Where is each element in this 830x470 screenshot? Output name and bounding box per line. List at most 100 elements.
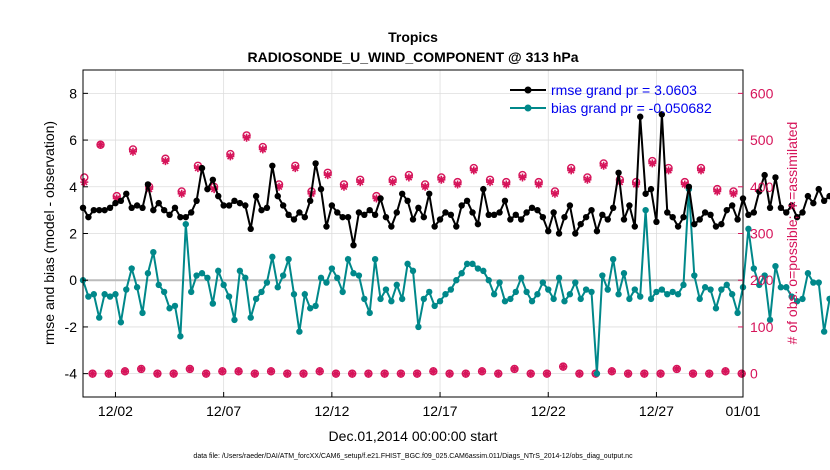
rmse-point <box>101 206 108 214</box>
rmse-point <box>415 204 422 212</box>
obs-assimilated-point <box>218 367 227 376</box>
rmse-point <box>539 213 547 221</box>
bias-point <box>436 298 444 305</box>
obs-assimilated-point <box>339 182 348 191</box>
bias-point <box>550 295 557 303</box>
bias-point <box>285 255 292 263</box>
bias-point <box>728 291 736 298</box>
bias-point <box>269 253 276 261</box>
rmse-point <box>155 199 162 207</box>
bias-point <box>745 225 752 233</box>
obs-assimilated-point <box>583 175 592 184</box>
bias-point <box>593 370 601 377</box>
bias-point <box>501 298 509 305</box>
rmse-point <box>112 199 119 207</box>
right-tick-label: 300 <box>750 226 774 242</box>
bias-series <box>79 185 830 377</box>
rmse-point <box>685 183 693 190</box>
rmse-point <box>409 216 417 223</box>
bias-point <box>247 314 254 321</box>
obs-assimilated-point <box>396 369 405 378</box>
rmse-point <box>398 190 406 197</box>
bias-point <box>409 267 417 275</box>
bias-point <box>485 277 492 284</box>
rmse-point <box>599 211 606 219</box>
bias-point <box>545 286 552 293</box>
rmse-point <box>756 188 763 195</box>
rmse-point <box>772 174 779 181</box>
bias-point <box>139 309 146 317</box>
obs-assimilated-point <box>88 369 97 378</box>
rmse-point <box>307 197 314 204</box>
bias-point <box>301 291 309 298</box>
bias-point <box>123 286 130 293</box>
rmse-point <box>826 192 830 200</box>
obs-assimilated-point <box>356 178 365 187</box>
bias-point <box>599 272 606 279</box>
bias-point <box>799 295 806 303</box>
bias-point <box>220 281 227 289</box>
right-tick-label: 400 <box>750 179 774 195</box>
left-tick-label: -2 <box>65 319 78 335</box>
bias-point <box>788 293 795 300</box>
obs-assimilated-point <box>226 152 235 161</box>
rmse-point <box>474 220 482 228</box>
rmse-point <box>674 223 682 230</box>
obs-assimilated-point <box>697 166 706 175</box>
obs-assimilated-point <box>478 367 487 376</box>
bias-point <box>447 286 455 293</box>
bias-point <box>707 286 714 293</box>
rmse-point <box>150 206 157 214</box>
obs-assimilated-point <box>721 367 730 376</box>
obs-assimilated-point <box>486 178 495 187</box>
bias-point <box>793 298 801 305</box>
bias-point <box>166 305 173 312</box>
bias-point <box>317 274 325 282</box>
rmse-point <box>171 204 179 212</box>
bias-point <box>155 281 162 289</box>
rmse-point <box>469 209 476 216</box>
rmse-point <box>388 223 395 230</box>
rmse-series <box>79 111 830 249</box>
rmse-point <box>620 216 628 223</box>
rmse-point <box>393 209 400 216</box>
rmse-point <box>96 206 103 214</box>
rmse-point <box>545 227 552 235</box>
obs-assimilated-point <box>542 369 551 378</box>
obs-assimilated-point <box>534 180 543 189</box>
rmse-point <box>323 223 330 230</box>
obs-assimilated-point <box>185 364 194 373</box>
x-axis-ticks: 12/02 12/07 12/12 12/17 12/22 12/27 01/01 <box>98 392 761 419</box>
rmse-point <box>160 206 168 214</box>
rmse-point <box>382 213 390 221</box>
obs-assimilated-point <box>275 182 284 191</box>
rmse-point <box>534 206 541 214</box>
obs-assimilated-point <box>364 369 373 378</box>
rmse-point <box>680 213 687 221</box>
rmse-point <box>718 220 725 228</box>
obs-assimilated-point <box>315 367 324 376</box>
obs-assimilated-point <box>729 189 738 198</box>
x-tick-label: 12/12 <box>314 403 349 419</box>
rmse-point <box>783 209 790 216</box>
bias-point <box>517 274 525 282</box>
rmse-point <box>523 209 530 216</box>
rmse-point <box>442 209 449 216</box>
x-axis-label: Dec.01,2014 00:00:00 start <box>329 428 498 444</box>
rmse-point <box>631 223 639 230</box>
rmse-point <box>301 213 309 221</box>
bias-point <box>637 293 644 300</box>
left-tick-label: 8 <box>69 85 77 101</box>
bias-point <box>507 295 514 303</box>
bias-point <box>242 274 249 282</box>
bias-point <box>350 270 357 277</box>
rmse-point <box>215 192 222 200</box>
rmse-point <box>658 111 666 118</box>
rmse-point <box>712 223 720 230</box>
rmse-point <box>355 209 363 216</box>
bias-point <box>393 281 400 289</box>
right-axis-ticks: 0 100 200 300 400 500 600 <box>738 85 774 382</box>
bias-point <box>561 298 568 305</box>
bias-point <box>204 274 211 282</box>
rmse-point <box>290 216 298 223</box>
